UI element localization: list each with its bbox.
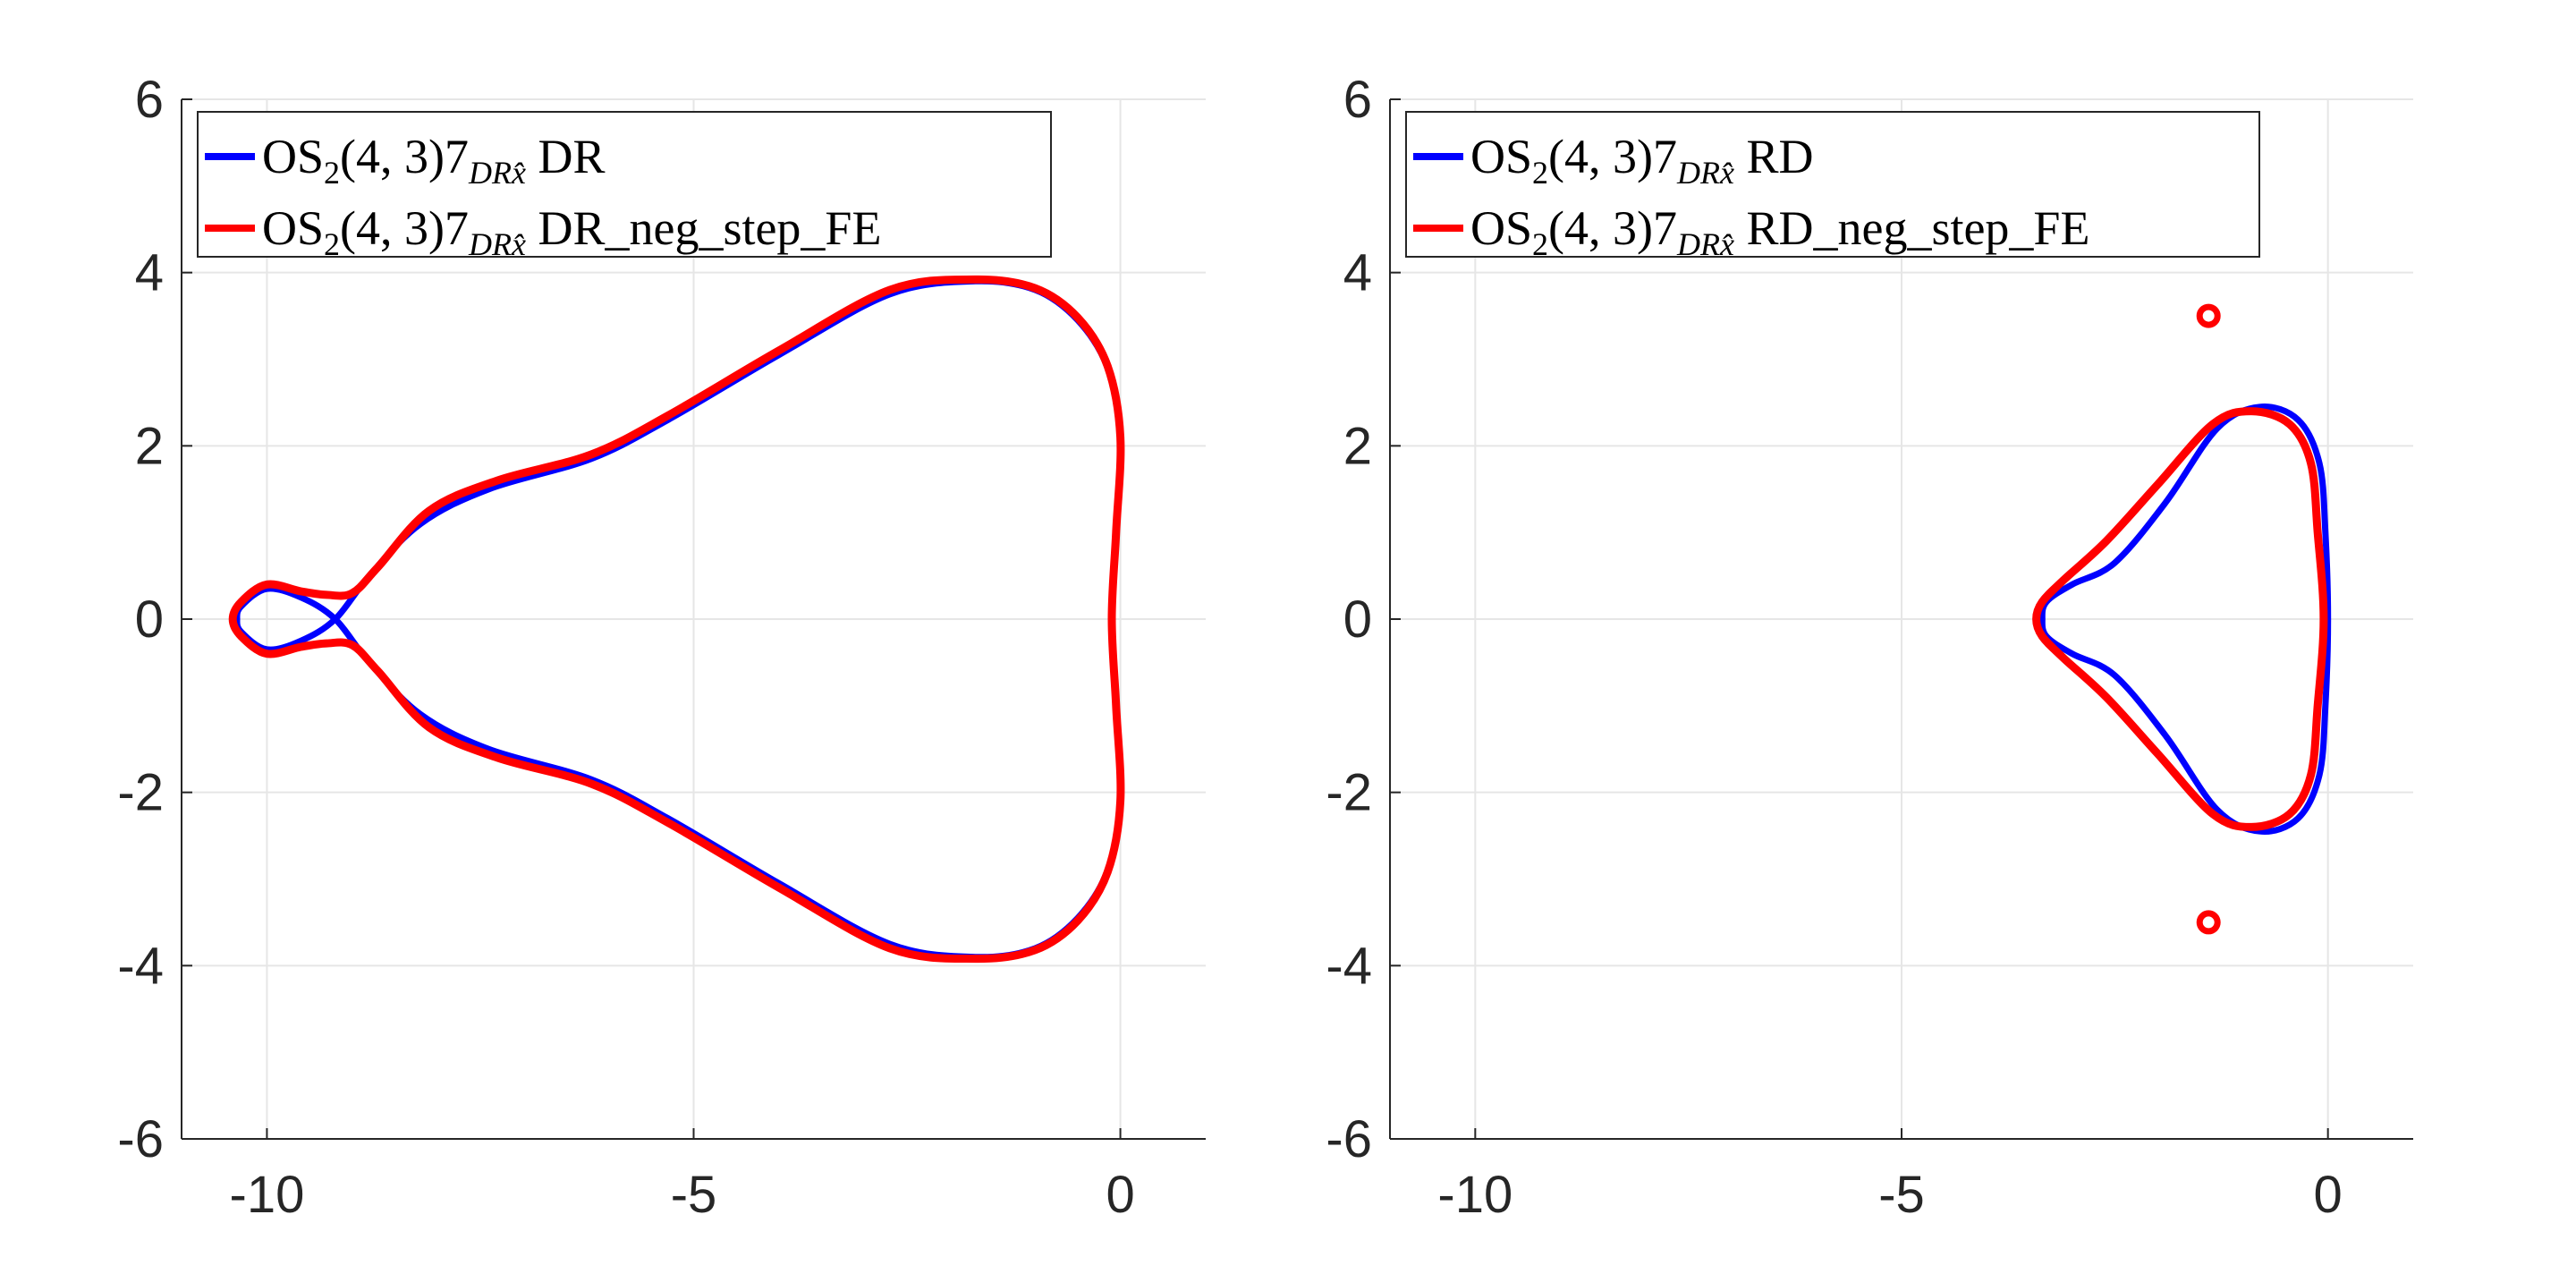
y-tick-label: 4 — [1343, 244, 1372, 302]
x-tick-label: -10 — [230, 1166, 305, 1224]
series-line-1 — [2038, 403, 2332, 835]
legend: OS2(4, 3)7DRx̂ RD OS2(4, 3)7DRx̂ RD_neg_s… — [1405, 111, 2260, 262]
x-tick-label: 0 — [2314, 1166, 2343, 1224]
x-tick-label: 0 — [1106, 1166, 1134, 1224]
y-tick-label: -4 — [1326, 937, 1372, 995]
y-tick-label: -2 — [117, 764, 164, 822]
y-tick-label: 0 — [1343, 590, 1372, 649]
series-line-2 — [2032, 407, 2328, 831]
y-tick-label: 2 — [1343, 417, 1372, 475]
y-tick-label: -6 — [1326, 1110, 1372, 1168]
series-small-loop-1 — [2196, 303, 2221, 328]
y-tick-label: -6 — [117, 1110, 164, 1168]
legend: OS2(4, 3)7DRx̂ DR OS2(4, 3)7DRx̂ DR_neg_s… — [197, 111, 1052, 262]
legend-entry-label: OS2(4, 3)7DRx̂ RD_neg_step_FE — [1470, 201, 2089, 262]
y-tick-label: 4 — [135, 244, 164, 302]
y-tick-label: -2 — [1326, 764, 1372, 822]
x-tick-label: -5 — [671, 1166, 717, 1224]
legend-entry-label: OS2(4, 3)7DRx̂ DR — [262, 130, 605, 191]
x-tick-label: -10 — [1437, 1166, 1513, 1224]
legend-entry-label: OS2(4, 3)7DRx̂ RD — [1470, 130, 1813, 191]
series-line-2 — [228, 275, 1125, 964]
y-tick-label: 6 — [135, 71, 164, 129]
x-tick-label: -5 — [1878, 1166, 1925, 1224]
y-tick-label: 0 — [135, 590, 164, 649]
y-tick-label: 6 — [1343, 71, 1372, 129]
legend-box — [197, 111, 1052, 258]
y-tick-label: -4 — [117, 937, 164, 995]
legend-box — [1405, 111, 2260, 258]
legend-entry-label: OS2(4, 3)7DRx̂ DR_neg_step_FE — [262, 201, 881, 262]
series-small-loop-2 — [2196, 910, 2221, 935]
y-tick-label: 2 — [135, 417, 164, 475]
